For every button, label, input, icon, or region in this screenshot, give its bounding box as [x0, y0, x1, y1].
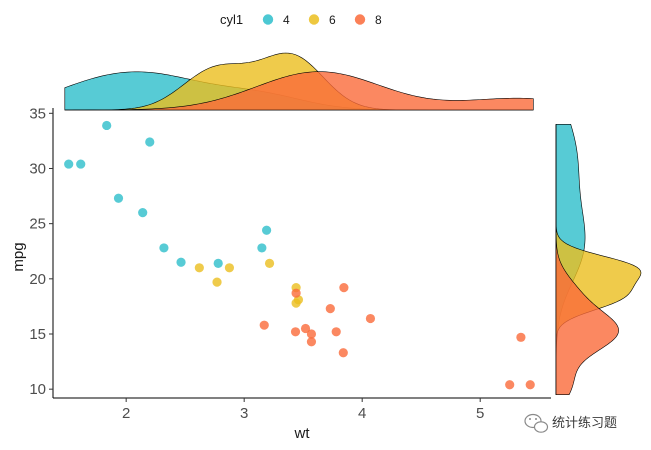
point-cyl-6-2 [224, 263, 235, 273]
legend: cyl1 4 6 8 [220, 12, 382, 27]
point-cyl-8-13 [525, 380, 535, 390]
x-tick-label-2: 2 [122, 405, 130, 422]
legend-title: cyl1 [220, 12, 243, 27]
top-density-8 [64, 71, 534, 111]
point-cyl-8-12 [516, 332, 526, 342]
point-cyl-4-1 [76, 159, 86, 169]
y-tick-label-35: 35 [29, 105, 46, 122]
point-cyl-4-3 [113, 193, 124, 203]
point-cyl-4-2 [102, 120, 112, 131]
point-cyl-8-2 [291, 288, 301, 298]
point-cyl-4-5 [145, 137, 155, 147]
y-tick-label-25: 25 [29, 216, 46, 233]
watermark-text: 统计练习题 [552, 415, 617, 430]
legend-swatch-8 [354, 14, 366, 25]
point-cyl-4-9 [257, 243, 267, 253]
legend-label-6: 6 [329, 13, 336, 27]
x-axis-title: wt [294, 425, 311, 442]
point-cyl-6-3 [264, 258, 275, 268]
point-cyl-4-7 [176, 257, 186, 267]
right-density-8 [555, 124, 619, 395]
top-density-panel [64, 52, 534, 111]
wechat-icon [524, 413, 549, 433]
y-tick-label-30: 30 [29, 160, 46, 177]
point-cyl-6-0 [194, 263, 204, 273]
legend-swatch-4 [262, 14, 274, 25]
point-cyl-4-10 [262, 225, 272, 235]
point-cyl-8-7 [331, 327, 341, 337]
x-tick-label-5: 5 [476, 405, 484, 422]
point-cyl-8-11 [505, 380, 515, 390]
y-axis-title: mpg [10, 242, 27, 271]
legend-label-8: 8 [375, 13, 382, 27]
axes: wt mpg 2 3 4 5 10 15 20 25 30 35 [10, 105, 551, 442]
main-plot [64, 120, 535, 390]
point-cyl-4-4 [138, 208, 148, 218]
x-tick-label-4: 4 [358, 405, 366, 422]
y-tick-label-10: 10 [29, 381, 46, 398]
point-cyl-8-3 [300, 323, 311, 334]
point-cyl-6-1 [212, 277, 222, 287]
y-tick-label-15: 15 [29, 326, 46, 343]
point-cyl-8-1 [290, 327, 301, 337]
point-cyl-8-4 [306, 337, 317, 347]
point-cyl-8-0 [259, 320, 269, 330]
legend-label-4: 4 [283, 13, 290, 27]
watermark: 统计练习题 [524, 413, 617, 433]
right-density-panel [555, 124, 642, 395]
legend-swatch-6 [308, 14, 320, 25]
y-tick-label-20: 20 [29, 271, 46, 288]
point-cyl-8-9 [339, 283, 349, 293]
point-cyl-8-6 [325, 304, 335, 314]
point-cyl-4-8 [213, 258, 223, 268]
point-cyl-8-10 [365, 313, 376, 324]
point-cyl-4-0 [64, 159, 74, 169]
point-cyl-8-5 [306, 329, 317, 339]
point-cyl-4-6 [159, 243, 169, 253]
point-cyl-8-8 [338, 348, 348, 358]
x-tick-label-3: 3 [240, 405, 248, 422]
